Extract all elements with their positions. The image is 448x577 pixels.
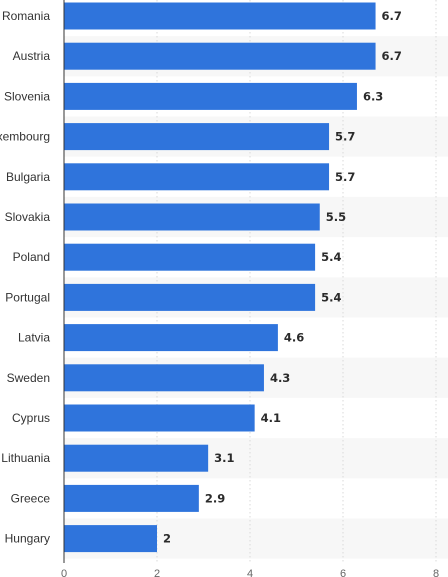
value-label: 6.7 xyxy=(382,49,402,63)
category-label: Austria xyxy=(13,49,51,63)
category-label: Slovenia xyxy=(4,89,50,103)
category-label: Latvia xyxy=(18,331,50,345)
category-label: Bulgaria xyxy=(6,170,50,184)
x-tick-label: 6 xyxy=(340,568,346,577)
category-labels: Romania Austria Slovenia Luxembourg Bulgaria… xyxy=(0,9,50,546)
bar xyxy=(64,2,376,30)
x-tick-label: 0 xyxy=(61,568,67,577)
value-label: 5.4 xyxy=(321,250,341,264)
value-labels: 6.7 6.7 6.3 5.7 5.7 5.5 5.4 5.4 4.6 4.3 4.1 3.1 2.9 2 xyxy=(163,9,402,546)
bar xyxy=(64,243,316,271)
category-label: Poland xyxy=(13,250,50,264)
x-tick-label: 8 xyxy=(433,568,439,577)
category-label: Cyprus xyxy=(12,411,50,425)
value-label: 5.4 xyxy=(321,290,341,304)
category-label: Greece xyxy=(11,491,51,505)
bar xyxy=(64,123,330,151)
value-label: 2.9 xyxy=(205,491,225,505)
x-tick-label: 2 xyxy=(154,568,160,577)
category-label: Lithuania xyxy=(1,451,50,465)
bar xyxy=(64,484,199,512)
value-label: 4.1 xyxy=(261,411,281,425)
x-tick-label: 4 xyxy=(247,568,253,577)
bar xyxy=(64,444,209,472)
bar xyxy=(64,525,157,553)
bar xyxy=(64,42,376,70)
value-label: 3.1 xyxy=(214,451,234,465)
category-label: Romania xyxy=(2,9,50,23)
bars xyxy=(64,2,376,553)
bar xyxy=(64,324,278,352)
value-label: 5.7 xyxy=(335,170,355,184)
value-label: 6.3 xyxy=(363,89,383,103)
value-label: 6.7 xyxy=(382,9,402,23)
bar xyxy=(64,283,316,311)
value-label: 4.6 xyxy=(284,331,304,345)
bar xyxy=(64,364,264,392)
value-label: 2 xyxy=(163,532,171,546)
bar xyxy=(64,203,320,231)
x-axis-ticks: 0 2 4 6 8 xyxy=(61,568,439,577)
category-label: Slovakia xyxy=(5,210,51,224)
category-label: Sweden xyxy=(7,371,50,385)
bar xyxy=(64,404,255,432)
category-label: Hungary xyxy=(5,532,50,546)
bar xyxy=(64,82,357,110)
category-label: Portugal xyxy=(5,290,50,304)
value-label: 5.5 xyxy=(326,210,346,224)
bar xyxy=(64,163,330,191)
value-label: 5.7 xyxy=(335,130,355,144)
category-label: Luxembourg xyxy=(0,130,50,144)
value-label: 4.3 xyxy=(270,371,290,385)
